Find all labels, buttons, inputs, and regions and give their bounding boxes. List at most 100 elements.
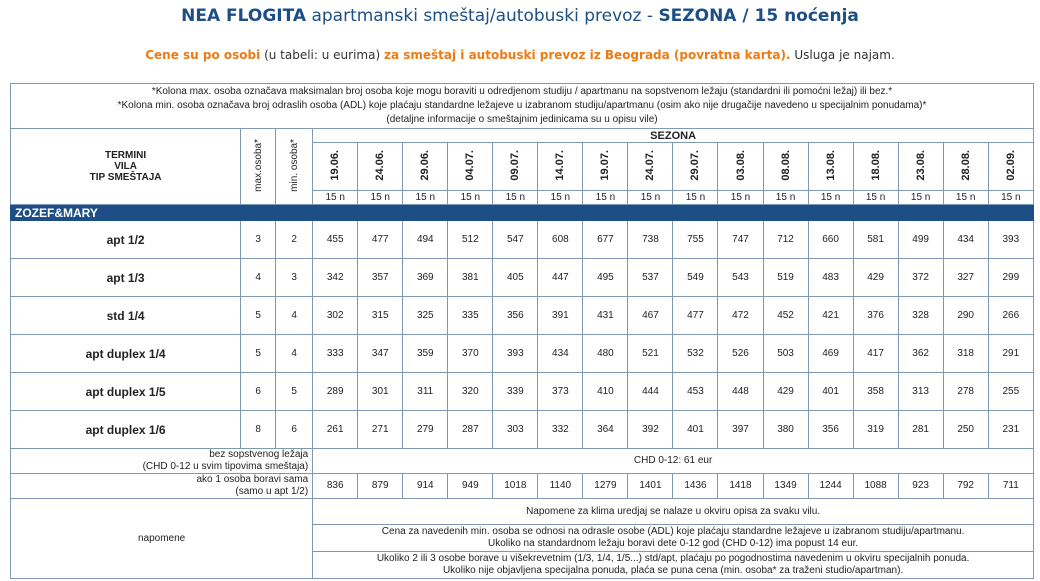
room-type-name: std 1/4 — [9, 296, 242, 335]
termini-header: TERMINI VILA TIP SMEŠTAJA — [9, 128, 242, 205]
price-cell: 301 — [357, 372, 404, 411]
price-cell: 339 — [492, 372, 539, 411]
price-cell: 410 — [582, 372, 629, 411]
price-cell: 712 — [762, 220, 809, 259]
price-cell: 397 — [717, 410, 764, 449]
date-header: 29.06. — [402, 142, 449, 191]
min-persons-cell: 4 — [275, 296, 314, 335]
nights-cell: 15 n — [987, 190, 1035, 205]
date-header: 09.07. — [492, 142, 539, 191]
price-cell: 477 — [672, 296, 719, 335]
price-cell: 290 — [942, 296, 989, 335]
price-cell: 380 — [762, 410, 809, 449]
price-cell: 480 — [582, 334, 629, 373]
max-persons-cell: 8 — [240, 410, 277, 449]
nights-cell: 15 n — [897, 190, 944, 205]
date-header: 23.08. — [897, 142, 944, 191]
date-header: 24.06. — [357, 142, 404, 191]
price-cell: 755 — [672, 220, 719, 259]
price-cell: 364 — [582, 410, 629, 449]
table-row: apt 1/3 4 3 342 357 369 381 405 447 495 537 549 543 5… — [9, 258, 1035, 297]
date-header: 24.07. — [627, 142, 674, 191]
nights-cell: 15 n — [852, 190, 899, 205]
price-cell: 392 — [627, 410, 674, 449]
nights-cell: 15 n — [312, 190, 359, 205]
price-cell: 429 — [852, 258, 899, 297]
price-cell: 318 — [942, 334, 989, 373]
date-header: 19.07. — [582, 142, 629, 191]
table-row: apt duplex 1/5 6 5 289 301 311 320 339 373 410 444… — [9, 372, 1035, 411]
price-cell: 711 — [987, 473, 1035, 499]
price-cell: 261 — [312, 410, 359, 449]
price-cell: 434 — [537, 334, 584, 373]
date-header: 04.07. — [447, 142, 494, 191]
price-cell: 495 — [582, 258, 629, 297]
min-persons-cell: 3 — [275, 258, 314, 297]
price-cell: 836 — [312, 473, 359, 499]
price-cell: 1279 — [582, 473, 629, 499]
page-subtitle: Cene su po osobi (u tabeli: u eurima) za… — [145, 48, 895, 62]
date-header: 03.08. — [717, 142, 764, 191]
date-header: 14.07. — [537, 142, 584, 191]
min-persons-cell: 6 — [275, 410, 314, 449]
table-row: napomene Napomene za klima uredjaj se nal… — [9, 498, 1034, 579]
price-cell: 1140 — [537, 473, 584, 499]
price-cell: 483 — [807, 258, 854, 297]
price-cell: 431 — [582, 296, 629, 335]
note-line: Ukoliko 2 ili 3 osobe borave u višekreve… — [312, 551, 1034, 579]
table-row: Ukoliko 2 ili 3 osobe borave u višekreve… — [11, 551, 1034, 579]
price-cell: 332 — [537, 410, 584, 449]
price-cell: 333 — [312, 334, 359, 373]
table-row: Cena za navedenih min. osoba se odnosi n… — [11, 524, 1034, 552]
price-cell: 660 — [807, 220, 854, 259]
price-cell: 250 — [942, 410, 989, 449]
price-cell: 302 — [312, 296, 359, 335]
price-cell: 448 — [717, 372, 764, 411]
price-cell: 391 — [537, 296, 584, 335]
price-cell: 359 — [402, 334, 449, 373]
price-cell: 335 — [447, 296, 494, 335]
min-persons-header: min. osoba* — [275, 128, 314, 205]
villa-section-header: ZOZEF&MARY — [10, 204, 1034, 221]
price-cell: 537 — [627, 258, 674, 297]
price-cell: 303 — [492, 410, 539, 449]
nights-cell: 15 n — [582, 190, 629, 205]
price-cell: 357 — [357, 258, 404, 297]
price-cell: 356 — [807, 410, 854, 449]
child-price-cell: CHD 0-12: 61 eur — [312, 448, 1034, 474]
table-row: apt 1/2 3 2 455 477 494 512 547 608 677 738 755 747 7… — [9, 220, 1035, 259]
price-table: *Kolona max. osoba označava maksimalan b… — [9, 83, 1035, 579]
price-cell: 519 — [762, 258, 809, 297]
price-cell: 315 — [357, 296, 404, 335]
nights-cell: 15 n — [762, 190, 809, 205]
price-cell: 1436 — [672, 473, 719, 499]
price-cell: 923 — [897, 473, 944, 499]
price-cell: 421 — [807, 296, 854, 335]
price-cell: 453 — [672, 372, 719, 411]
price-cell: 393 — [492, 334, 539, 373]
price-cell: 526 — [717, 334, 764, 373]
nights-cell: 15 n — [672, 190, 719, 205]
price-cell: 512 — [447, 220, 494, 259]
price-cell: 311 — [402, 372, 449, 411]
date-header: 08.08. — [762, 142, 809, 191]
price-cell: 792 — [942, 473, 989, 499]
room-type-name: apt duplex 1/6 — [9, 410, 242, 449]
price-cell: 444 — [627, 372, 674, 411]
price-cell: 362 — [897, 334, 944, 373]
note-line: Cena za navedenih min. osoba se odnosi n… — [312, 524, 1034, 552]
note-line: Napomene za klima uredjaj se nalaze u ok… — [312, 498, 1034, 525]
max-persons-cell: 3 — [240, 220, 277, 259]
price-cell: 281 — [897, 410, 944, 449]
price-cell: 434 — [942, 220, 989, 259]
price-cell: 1088 — [852, 473, 899, 499]
table-row: std 1/4 5 4 302 315 325 335 356 391 431 467 477 472 4… — [9, 296, 1035, 335]
price-cell: 549 — [672, 258, 719, 297]
price-cell: 417 — [852, 334, 899, 373]
price-cell: 467 — [627, 296, 674, 335]
price-cell: 289 — [312, 372, 359, 411]
min-persons-cell: 5 — [275, 372, 314, 411]
price-cell: 429 — [762, 372, 809, 411]
table-row: apt duplex 1/4 5 4 333 347 359 370 393 434 480 521… — [9, 334, 1035, 373]
room-type-name: apt duplex 1/4 — [9, 334, 242, 373]
